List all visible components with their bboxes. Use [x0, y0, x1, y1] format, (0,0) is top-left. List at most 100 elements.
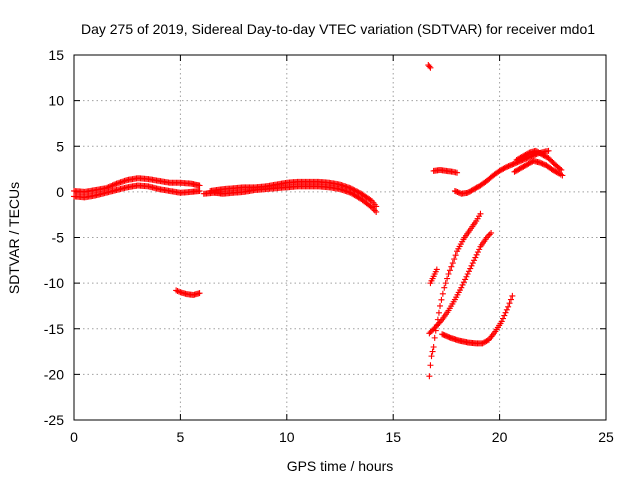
x-tick-label: 0 [70, 429, 78, 445]
data-point [500, 315, 507, 322]
data-point [458, 284, 465, 291]
data-point [548, 157, 555, 164]
data-point [488, 229, 495, 236]
data-point [355, 189, 362, 196]
data-point [196, 187, 203, 194]
data-point [426, 63, 433, 70]
data-point [559, 172, 566, 179]
data-point [462, 276, 469, 283]
data-point [371, 207, 378, 214]
data-point [460, 279, 467, 286]
data-point [435, 309, 442, 316]
data-point [348, 185, 355, 192]
data-points [71, 62, 566, 380]
x-tick-label: 20 [492, 429, 508, 445]
data-point [428, 353, 435, 360]
y-tick-label: -15 [44, 321, 64, 337]
y-tick-labels: 15 10 5 0 -5 -10 -15 -20 -25 [44, 47, 64, 428]
data-point [469, 260, 476, 267]
data-point [102, 185, 109, 192]
data-point [454, 169, 461, 176]
grid-lines [74, 55, 606, 420]
data-point [448, 263, 455, 270]
x-axis-label: GPS time / hours [287, 458, 394, 474]
data-point [437, 302, 444, 309]
y-axis-label: SDTVAR / TECUs [6, 182, 22, 294]
data-point [474, 249, 481, 256]
data-point [173, 287, 180, 294]
data-point [352, 187, 359, 194]
data-point [109, 182, 116, 189]
data-point [449, 260, 456, 267]
data-point [506, 300, 513, 307]
data-point [108, 182, 115, 189]
data-point [442, 280, 449, 287]
data-point [441, 284, 448, 291]
data-point [428, 327, 435, 334]
data-point [429, 348, 436, 355]
data-point [367, 197, 374, 204]
data-point [549, 158, 556, 165]
data-point [505, 303, 512, 310]
chart-title: Day 275 of 2019, Sidereal Day-to-day VTE… [81, 21, 595, 37]
data-point [502, 309, 509, 316]
data-point [439, 290, 446, 297]
data-point [472, 254, 479, 261]
data-point [545, 147, 552, 154]
data-point [501, 312, 508, 319]
data-point [471, 257, 478, 264]
data-point [196, 182, 203, 189]
y-tick-label: 0 [56, 184, 64, 200]
data-point [473, 251, 480, 258]
data-point [431, 334, 438, 341]
data-point [465, 268, 472, 275]
data-point [452, 252, 459, 259]
x-tick-label: 10 [279, 429, 295, 445]
data-point [509, 292, 516, 299]
data-point [485, 232, 492, 239]
data-point [110, 181, 117, 188]
data-point [467, 265, 474, 272]
data-point [426, 330, 433, 337]
y-tick-label: 15 [48, 47, 64, 63]
data-point [430, 344, 437, 350]
data-point [373, 208, 380, 215]
data-point [347, 185, 354, 192]
data-point [431, 325, 438, 332]
data-point [468, 262, 475, 269]
x-tick-label: 5 [177, 429, 185, 445]
data-point [351, 187, 358, 194]
data-point [174, 288, 181, 295]
y-tick-label: -25 [44, 412, 64, 428]
data-point [444, 275, 451, 282]
data-point [175, 288, 182, 295]
data-point [464, 271, 471, 277]
data-point [446, 267, 453, 274]
data-point [196, 290, 203, 297]
y-tick-label: 5 [56, 138, 64, 154]
data-point [558, 166, 565, 173]
data-point [545, 155, 552, 162]
data-point [546, 156, 553, 163]
y-tick-label: -20 [44, 366, 64, 382]
data-point [350, 186, 357, 193]
data-point [354, 188, 361, 195]
data-point [557, 165, 564, 172]
data-point [445, 271, 452, 277]
axis-ticks [73, 54, 607, 421]
data-point [105, 184, 112, 191]
data-point [112, 181, 119, 188]
data-point [476, 246, 483, 253]
data-point [525, 150, 532, 157]
data-point [477, 210, 484, 217]
data-point [451, 256, 458, 263]
y-tick-label: -10 [44, 275, 64, 291]
data-point [459, 281, 466, 288]
data-point [427, 64, 434, 71]
data-point [430, 326, 437, 333]
data-point [503, 306, 510, 313]
x-tick-labels: 0 5 10 15 20 25 [70, 429, 614, 445]
data-point [373, 203, 380, 210]
data-point [486, 231, 493, 238]
